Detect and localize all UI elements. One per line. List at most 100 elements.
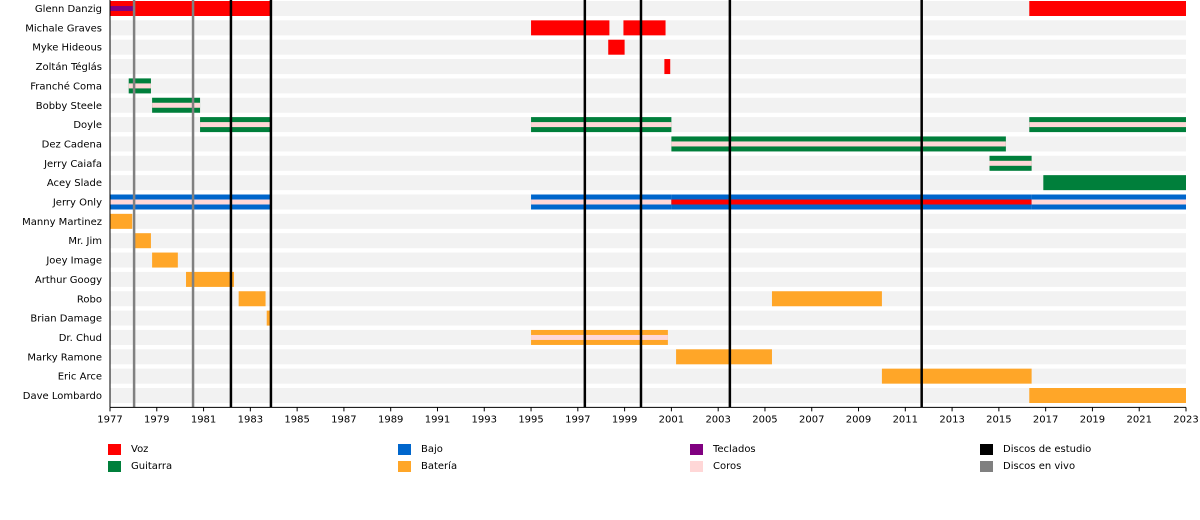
- member-label: Robo: [77, 294, 102, 305]
- x-tick-label: 2011: [893, 414, 918, 425]
- stripe-coros: [152, 102, 201, 108]
- x-tick-label: 1997: [565, 414, 590, 425]
- x-tick-label: 1995: [518, 414, 543, 425]
- bar-voz: [531, 20, 610, 36]
- legend-item-teclados: Teclados: [690, 444, 756, 455]
- x-tick-label: 1987: [331, 414, 356, 425]
- stripe-voz: [671, 199, 1032, 205]
- x-tick-label: 1989: [378, 414, 403, 425]
- legend-swatch: [690, 444, 703, 455]
- x-tick-label: 2007: [799, 414, 824, 425]
- x-tick-label: 1985: [284, 414, 309, 425]
- legend-swatch: [398, 461, 411, 472]
- legend-item-guitarra: Guitarra: [108, 461, 172, 472]
- member-label: Manny Martinez: [22, 217, 102, 228]
- legend-swatch: [398, 444, 411, 455]
- legend-item-studio: Discos de estudio: [980, 444, 1091, 455]
- x-tick-label: 2017: [1033, 414, 1058, 425]
- legend-swatch: [980, 444, 993, 455]
- x-tick-label: 1977: [97, 414, 122, 425]
- stripe-coros: [200, 122, 270, 128]
- legend-swatch: [690, 461, 703, 472]
- stripe-coros: [989, 160, 1032, 166]
- legend-label: Voz: [131, 444, 149, 455]
- legend-item-coros: Coros: [690, 461, 741, 472]
- x-tick-label: 2013: [939, 414, 964, 425]
- row-background: [110, 39, 1186, 55]
- member-label: Doyle: [73, 120, 102, 131]
- x-tick-label: 1993: [472, 414, 497, 425]
- legend-swatch: [108, 461, 121, 472]
- member-label: Marky Ramone: [27, 352, 102, 363]
- legend-swatch: [108, 444, 121, 455]
- row-background: [110, 233, 1186, 249]
- x-tick-label: 1991: [425, 414, 450, 425]
- bar-voz: [664, 59, 671, 75]
- bar-voz: [608, 39, 625, 55]
- stripe-coros: [128, 83, 151, 89]
- x-tick-label: 1981: [191, 414, 216, 425]
- bar-bateria: [110, 213, 133, 229]
- legend-label: Discos en vivo: [1003, 461, 1076, 472]
- x-tick-label: 2023: [1173, 414, 1198, 425]
- row-background: [110, 310, 1186, 326]
- member-label: Jerry Only: [52, 198, 102, 209]
- bar-voz: [1029, 1, 1186, 16]
- row-background: [110, 349, 1186, 365]
- row-background: [110, 97, 1186, 113]
- legend-item-live: Discos en vivo: [980, 461, 1075, 472]
- member-label: Michale Graves: [25, 23, 102, 34]
- stripe-coros: [531, 122, 672, 128]
- member-label: Acey Slade: [47, 178, 102, 189]
- x-tick-label: 2009: [846, 414, 871, 425]
- bar-guitarra: [1043, 175, 1186, 191]
- bar-bateria: [238, 291, 266, 307]
- x-tick-label: 1983: [238, 414, 263, 425]
- row-background: [110, 78, 1186, 94]
- bar-bateria: [133, 233, 151, 249]
- member-label: Franché Coma: [30, 80, 102, 92]
- bar-bateria: [881, 368, 1032, 384]
- member-label: Zoltán Téglás: [36, 61, 102, 73]
- x-tick-label: 1999: [612, 414, 637, 425]
- row-background: [110, 59, 1186, 75]
- stripe-coros: [1029, 122, 1186, 128]
- x-tick-label: 2021: [1126, 414, 1151, 425]
- x-tick-label: 2019: [1080, 414, 1105, 425]
- timeline-plot: Glenn Danzig Michale Graves Myke Hideous Zo…: [22, 0, 1199, 425]
- legend-item-voz: Voz: [108, 444, 148, 455]
- legend-label: Coros: [713, 461, 742, 472]
- bar-bateria: [152, 252, 178, 268]
- member-label: Dez Cadena: [42, 139, 102, 150]
- bar-bateria: [1029, 388, 1186, 403]
- x-tick-label: 2015: [986, 414, 1011, 425]
- legend-item-bajo: Bajo: [398, 444, 443, 455]
- member-label: Joey Image: [45, 256, 102, 267]
- row-background: [110, 213, 1186, 229]
- legend-item-bateria: Batería: [398, 461, 457, 472]
- stripe-coros: [110, 199, 270, 205]
- legend-label: Batería: [421, 461, 458, 472]
- stripe-coros: [1031, 199, 1186, 205]
- bar-bateria: [266, 310, 270, 326]
- stripe-coros: [671, 141, 1006, 147]
- legend-swatch: [980, 461, 993, 472]
- row-background: [110, 155, 1186, 171]
- member-label: Glenn Danzig: [35, 4, 102, 15]
- row-background: [110, 1, 1186, 16]
- stripe-coros: [531, 199, 672, 205]
- legend-label: Guitarra: [131, 461, 173, 472]
- legend-label: Teclados: [713, 444, 756, 455]
- member-label: Brian Damage: [30, 314, 102, 325]
- legend-label: Bajo: [421, 444, 443, 455]
- member-label: Bobby Steele: [36, 101, 102, 112]
- member-label: Dave Lombardo: [23, 391, 102, 402]
- row-background: [110, 291, 1186, 307]
- member-label: Arthur Googy: [35, 275, 102, 286]
- x-tick-label: 2001: [659, 414, 684, 425]
- row-background: [110, 388, 1186, 403]
- row-background: [110, 252, 1186, 268]
- bar-bateria: [186, 271, 234, 287]
- member-label: Jerry Caiafa: [43, 159, 102, 170]
